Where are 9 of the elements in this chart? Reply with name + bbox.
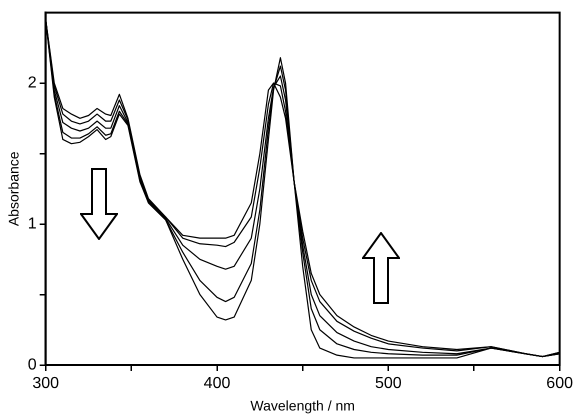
y-tick-label: 1 — [28, 215, 37, 232]
y-axis-title: Absorbance — [5, 151, 22, 226]
x-tick-label: 300 — [32, 375, 60, 392]
x-tick-label: 400 — [204, 375, 230, 392]
y-tick-label: 2 — [28, 74, 37, 92]
x-tick-label: 500 — [374, 375, 402, 392]
x-axis-title: Wavelength / nm — [250, 397, 355, 414]
x-tick-label: 600 — [546, 375, 574, 392]
y-tick-label: 0 — [28, 356, 37, 374]
